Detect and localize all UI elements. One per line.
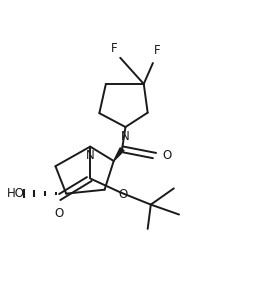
Text: N: N bbox=[121, 130, 130, 143]
Text: O: O bbox=[54, 207, 63, 221]
Text: O: O bbox=[163, 149, 172, 162]
Text: N: N bbox=[86, 149, 95, 162]
Text: O: O bbox=[118, 188, 128, 201]
Text: F: F bbox=[154, 44, 161, 57]
Text: F: F bbox=[110, 42, 117, 55]
Text: HO: HO bbox=[7, 187, 25, 200]
Polygon shape bbox=[114, 148, 124, 161]
